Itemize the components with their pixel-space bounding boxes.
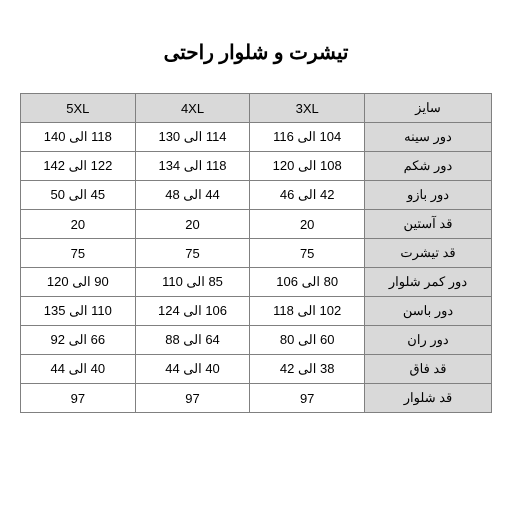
cell-value: 114 الی 130 xyxy=(135,123,250,152)
cell-value: 97 xyxy=(135,384,250,413)
row-label: قد آستین xyxy=(365,210,492,239)
cell-value: 122 الی 142 xyxy=(21,152,136,181)
cell-value: 45 الی 50 xyxy=(21,181,136,210)
col-size: سایز xyxy=(365,94,492,123)
cell-value: 38 الی 42 xyxy=(250,355,365,384)
col-3xl: 3XL xyxy=(250,94,365,123)
cell-value: 102 الی 118 xyxy=(250,297,365,326)
row-label: دور باسن xyxy=(365,297,492,326)
cell-value: 20 xyxy=(21,210,136,239)
table-row: 118 الی 140 114 الی 130 104 الی 116 دور … xyxy=(21,123,492,152)
cell-value: 75 xyxy=(21,239,136,268)
table-row: 45 الی 50 44 الی 48 42 الی 46 دور بازو xyxy=(21,181,492,210)
table-row: 122 الی 142 118 الی 134 108 الی 120 دور … xyxy=(21,152,492,181)
row-label: دور بازو xyxy=(365,181,492,210)
table-row: 40 الی 44 40 الی 44 38 الی 42 قد فاق xyxy=(21,355,492,384)
page-title: تیشرت و شلوار راحتی xyxy=(20,40,492,65)
cell-value: 75 xyxy=(135,239,250,268)
cell-value: 20 xyxy=(250,210,365,239)
cell-value: 97 xyxy=(21,384,136,413)
cell-value: 118 الی 140 xyxy=(21,123,136,152)
row-label: قد تیشرت xyxy=(365,239,492,268)
cell-value: 44 الی 48 xyxy=(135,181,250,210)
cell-value: 40 الی 44 xyxy=(135,355,250,384)
cell-value: 66 الی 92 xyxy=(21,326,136,355)
cell-value: 20 xyxy=(135,210,250,239)
cell-value: 60 الی 80 xyxy=(250,326,365,355)
cell-value: 97 xyxy=(250,384,365,413)
table-row: 90 الی 120 85 الی 110 80 الی 106 دور کمر… xyxy=(21,268,492,297)
cell-value: 104 الی 116 xyxy=(250,123,365,152)
table-row: 20 20 20 قد آستین xyxy=(21,210,492,239)
cell-value: 64 الی 88 xyxy=(135,326,250,355)
col-4xl: 4XL xyxy=(135,94,250,123)
row-label: دور ران xyxy=(365,326,492,355)
cell-value: 110 الی 135 xyxy=(21,297,136,326)
cell-value: 85 الی 110 xyxy=(135,268,250,297)
col-5xl: 5XL xyxy=(21,94,136,123)
size-table: 5XL 4XL 3XL سایز 118 الی 140 114 الی 130… xyxy=(20,93,492,413)
cell-value: 90 الی 120 xyxy=(21,268,136,297)
cell-value: 118 الی 134 xyxy=(135,152,250,181)
table-row: 75 75 75 قد تیشرت xyxy=(21,239,492,268)
cell-value: 40 الی 44 xyxy=(21,355,136,384)
cell-value: 80 الی 106 xyxy=(250,268,365,297)
cell-value: 42 الی 46 xyxy=(250,181,365,210)
table-row: 66 الی 92 64 الی 88 60 الی 80 دور ران xyxy=(21,326,492,355)
cell-value: 75 xyxy=(250,239,365,268)
table-row: 110 الی 135 106 الی 124 102 الی 118 دور … xyxy=(21,297,492,326)
row-label: دور سینه xyxy=(365,123,492,152)
table-header-row: 5XL 4XL 3XL سایز xyxy=(21,94,492,123)
table-row: 97 97 97 قد شلوار xyxy=(21,384,492,413)
cell-value: 106 الی 124 xyxy=(135,297,250,326)
row-label: دور شکم xyxy=(365,152,492,181)
row-label: قد فاق xyxy=(365,355,492,384)
cell-value: 108 الی 120 xyxy=(250,152,365,181)
row-label: دور کمر شلوار xyxy=(365,268,492,297)
row-label: قد شلوار xyxy=(365,384,492,413)
